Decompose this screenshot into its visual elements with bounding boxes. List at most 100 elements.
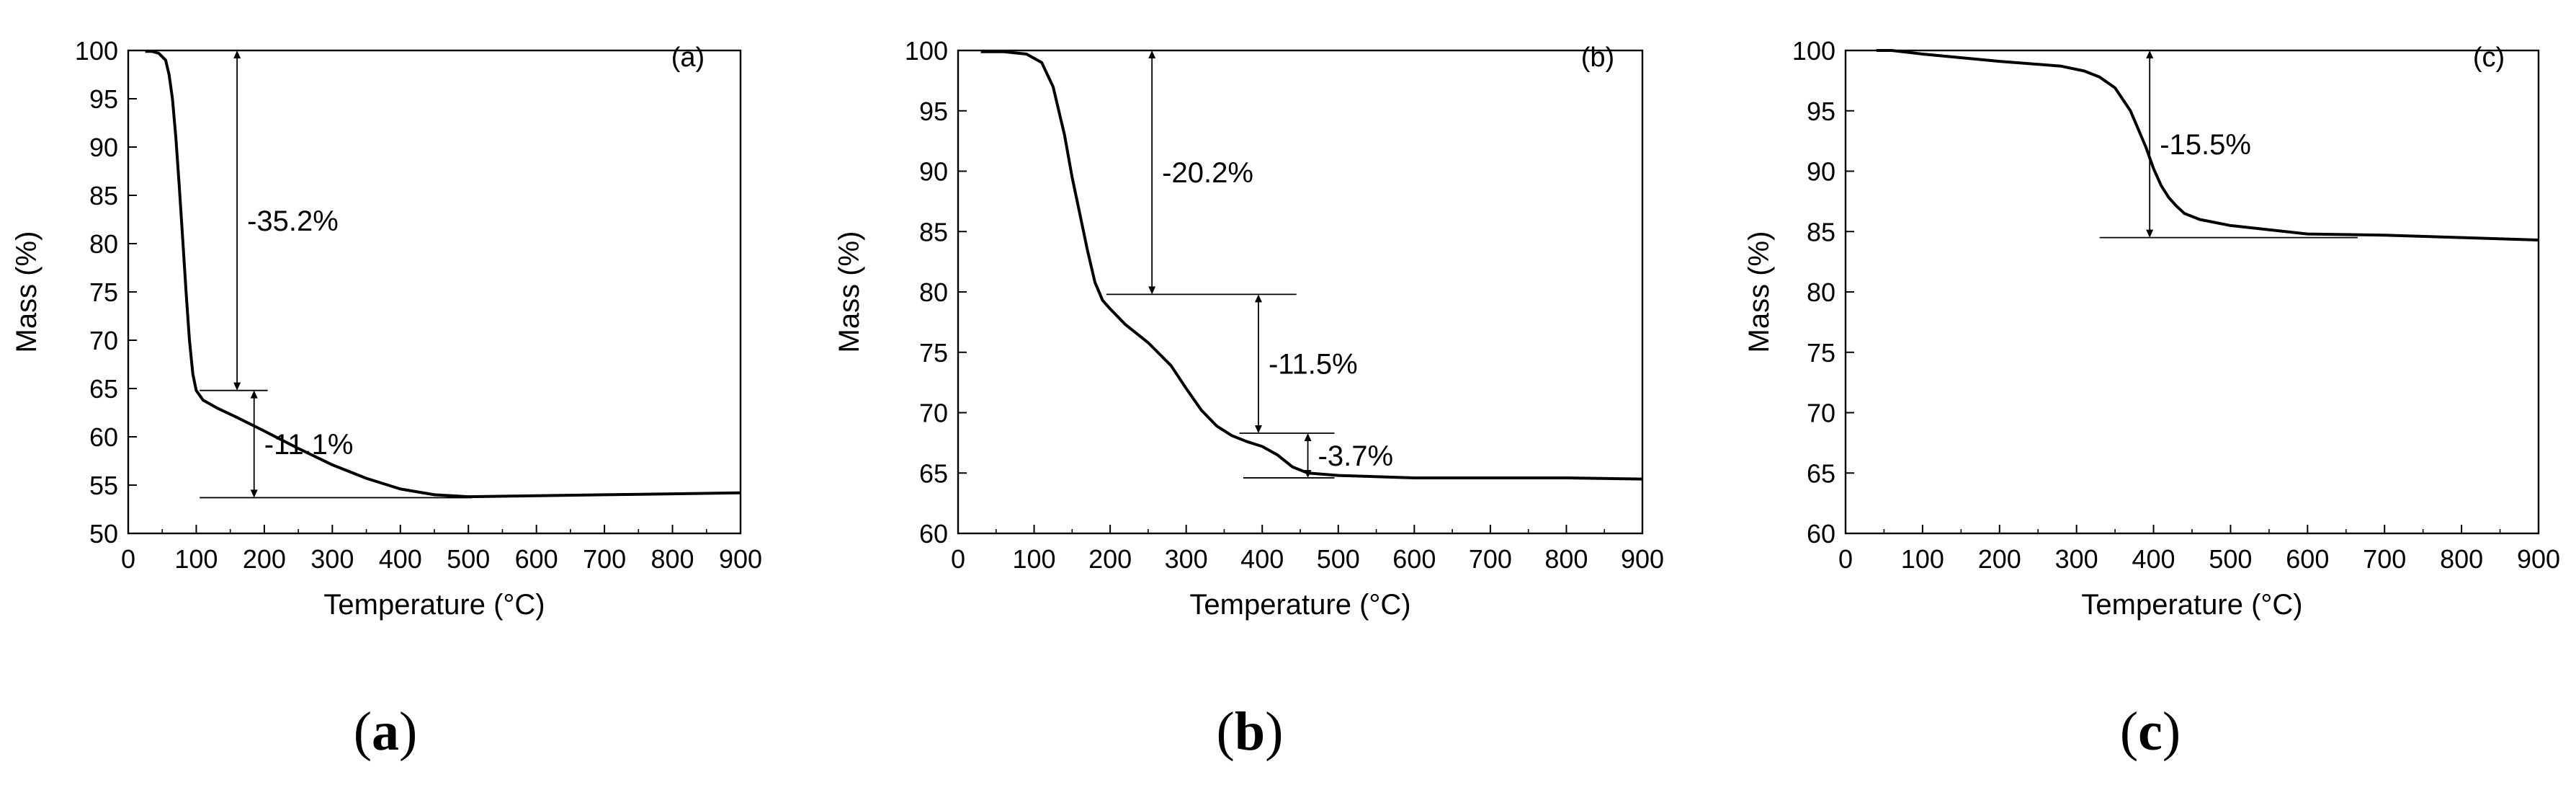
arrow-head-up [1304, 432, 1312, 441]
x-tick-label: 800 [651, 544, 694, 574]
mass-loss-annotation: -15.5% [1876, 50, 2358, 239]
arrow-head-down [250, 489, 258, 498]
chart-panel-1: 0 100 200 300 400 500 600 700 800 900 50 55 60 65 70 75… [11, 36, 762, 621]
arrow-head-down [1304, 469, 1312, 478]
y-tick-label: 50 [89, 519, 118, 549]
arrow-head-up [250, 390, 258, 399]
arrow-head-down [2146, 229, 2154, 238]
y-tick-label: 100 [905, 36, 948, 66]
arrow-head-up [1148, 50, 1156, 58]
arrow-head-down [1148, 286, 1156, 295]
x-axis-label: Temperature (°C) [2081, 589, 2302, 621]
x-tick-label: 200 [1978, 544, 2021, 574]
mass-loss-label: -20.2% [1162, 157, 1253, 189]
y-tick-label: 70 [89, 326, 118, 355]
y-tick-label: 65 [1807, 458, 1835, 488]
mass-loss-label: -3.7% [1318, 440, 1394, 472]
panel-caption: (a) [354, 701, 418, 762]
y-tick-label: 85 [919, 217, 948, 247]
chart-panel-3: 0 100 200 300 400 500 600 700 800 900 60 65 70 75 80 85… [1743, 36, 2560, 621]
series-line-mass [145, 50, 741, 499]
mass-loss-annotation: -35.2% [145, 50, 339, 391]
mass-loss-label: -11.1% [264, 429, 354, 461]
x-tick-label: 100 [174, 544, 218, 574]
panel-caption: (b) [1217, 701, 1284, 762]
x-tick-label: 200 [243, 544, 286, 574]
x-tick-label: 100 [1013, 544, 1056, 574]
chart-panel-2: 0 100 200 300 400 500 600 700 800 900 60 65 70 75 80 85… [833, 36, 1664, 621]
x-tick-label: 800 [1544, 544, 1588, 574]
arrow-head-up [233, 50, 241, 58]
caption-open-paren: ( [1217, 701, 1235, 762]
y-tick-label: 95 [919, 97, 948, 126]
caption-letter: a [372, 701, 399, 762]
plot-frame [1844, 49, 2540, 535]
y-tick-label: 80 [919, 278, 948, 307]
y-tick-label: 80 [89, 229, 118, 259]
y-tick-label: 100 [1792, 36, 1835, 66]
caption-letter: c [2138, 701, 2163, 762]
x-tick-label: 500 [1317, 544, 1360, 574]
x-tick-label: 400 [2132, 544, 2175, 574]
y-tick-label: 95 [89, 84, 118, 114]
x-tick-label: 900 [1621, 544, 1664, 574]
panel-tag: (a) [671, 43, 705, 73]
x-axis-label: Temperature (°C) [1189, 589, 1410, 621]
x-tick-label: 500 [447, 544, 490, 574]
y-tick-label: 100 [75, 36, 118, 66]
mass-loss-annotation: -11.1% [200, 390, 472, 499]
x-tick-label: 600 [1392, 544, 1436, 574]
x-tick-label: 700 [1469, 544, 1512, 574]
y-tick-label: 60 [919, 519, 948, 549]
x-tick-label: 400 [1240, 544, 1284, 574]
y-axis-label: Mass (%) [11, 231, 43, 353]
x-tick-label: 400 [379, 544, 422, 574]
y-tick-label: 90 [89, 133, 118, 162]
y-tick-label: 90 [919, 157, 948, 187]
y-tick-label: 55 [89, 471, 118, 500]
arrow-head-up [1254, 294, 1262, 303]
panel-tag: (c) [2473, 43, 2505, 73]
x-tick-label: 0 [1838, 544, 1853, 574]
x-tick-label: 200 [1088, 544, 1132, 574]
x-tick-label: 300 [2055, 544, 2098, 574]
caption-close-paren: ) [399, 701, 417, 762]
x-tick-label: 900 [719, 544, 762, 574]
x-tick-label: 900 [2517, 544, 2560, 574]
x-tick-label: 500 [2209, 544, 2252, 574]
y-tick-label: 70 [1807, 399, 1835, 428]
x-tick-label: 700 [583, 544, 626, 574]
caption-close-paren: ) [1265, 701, 1283, 762]
y-tick-label: 65 [919, 458, 948, 488]
mass-loss-annotation: -11.5% [1239, 294, 1358, 434]
x-tick-label: 0 [951, 544, 965, 574]
x-tick-label: 300 [310, 544, 354, 574]
x-tick-label: 100 [1901, 544, 1944, 574]
y-tick-label: 75 [89, 278, 118, 307]
caption-letter: b [1235, 701, 1265, 762]
arrow-head-up [2146, 50, 2154, 58]
series-line-mass [980, 50, 1643, 481]
x-tick-label: 600 [2286, 544, 2329, 574]
y-tick-label: 70 [919, 399, 948, 428]
arrow-head-down [1254, 425, 1262, 433]
y-tick-label: 60 [1807, 519, 1835, 549]
caption-close-paren: ) [2163, 701, 2181, 762]
y-tick-label: 60 [89, 422, 118, 452]
y-tick-label: 80 [1807, 278, 1835, 307]
x-tick-label: 600 [515, 544, 558, 574]
mass-loss-label: -35.2% [247, 205, 339, 237]
y-axis-label: Mass (%) [1743, 231, 1775, 353]
panel-tag: (b) [1581, 43, 1614, 73]
panel-caption: (c) [2120, 701, 2181, 762]
y-tick-label: 75 [919, 338, 948, 368]
x-axis-label: Temperature (°C) [323, 589, 545, 621]
caption-open-paren: ( [2120, 701, 2138, 762]
y-tick-label: 65 [89, 374, 118, 404]
x-tick-label: 700 [2363, 544, 2406, 574]
plot-frame [127, 49, 742, 535]
caption-open-paren: ( [354, 701, 372, 762]
y-tick-label: 95 [1807, 97, 1835, 126]
